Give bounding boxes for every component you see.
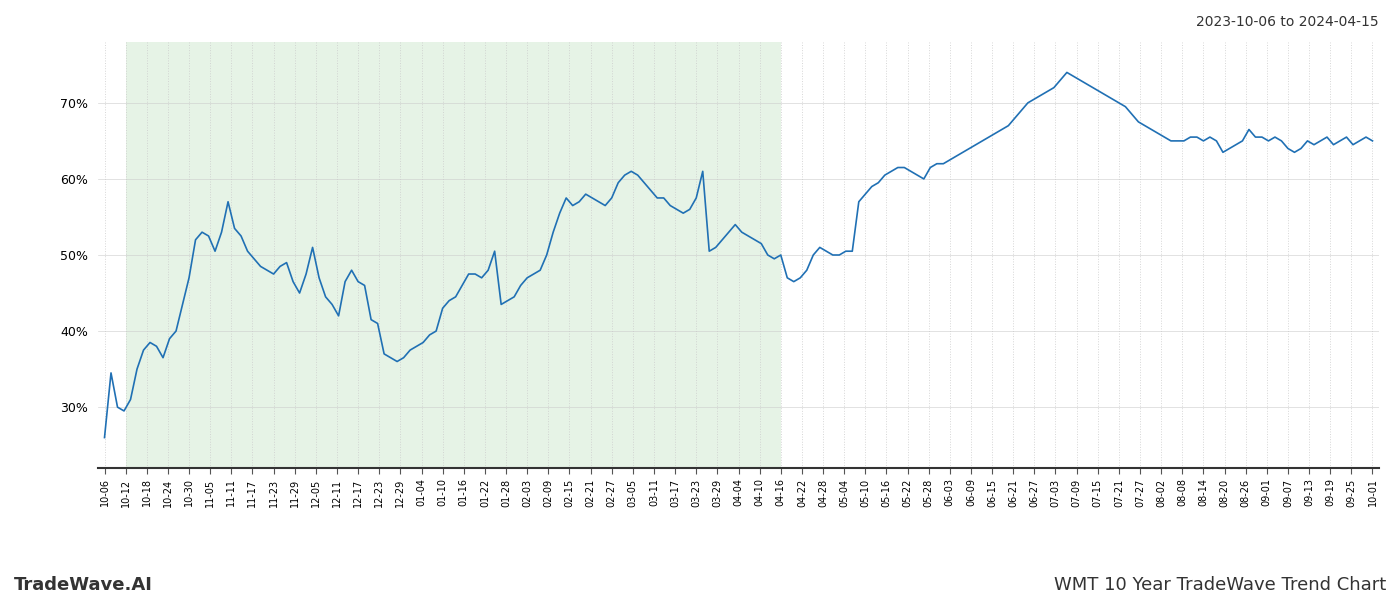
- Bar: [126, 42, 781, 468]
- Text: WMT 10 Year TradeWave Trend Chart: WMT 10 Year TradeWave Trend Chart: [1054, 576, 1386, 594]
- Text: TradeWave.AI: TradeWave.AI: [14, 576, 153, 594]
- Text: 2023-10-06 to 2024-04-15: 2023-10-06 to 2024-04-15: [1197, 15, 1379, 29]
